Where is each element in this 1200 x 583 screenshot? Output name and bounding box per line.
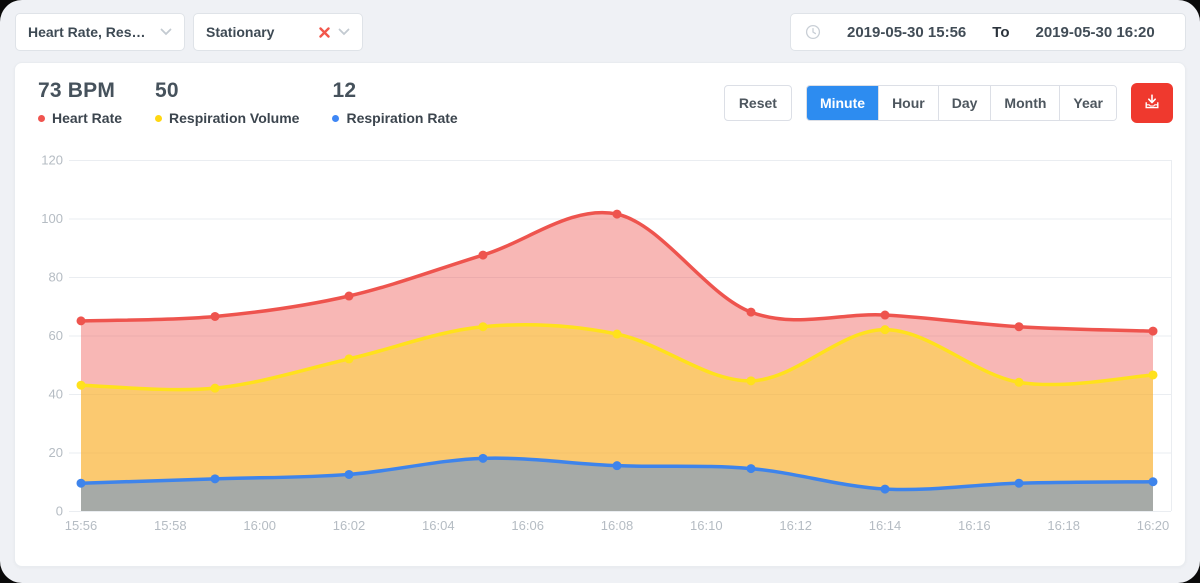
- respiration-rate-label: Respiration Rate: [346, 110, 458, 126]
- date-range-to-label: To: [992, 23, 1010, 41]
- series-respiration-volume: [79, 323, 1155, 511]
- download-icon: [1143, 93, 1161, 114]
- stats-legend: 73 BPM Heart Rate 50 Respiration Volume …: [38, 79, 458, 126]
- svg-text:80: 80: [49, 270, 63, 285]
- granularity-day-button[interactable]: Day: [937, 86, 991, 120]
- heart-rate-legend-dot-icon: [38, 114, 45, 122]
- gridlines: [69, 160, 1172, 512]
- activity-select-value: Stationary: [206, 24, 275, 40]
- x-axis-labels: 15:56 15:58 16:00 16:02 16:04 16:06 16:08 16:10…: [65, 518, 1170, 533]
- svg-text:60: 60: [49, 328, 63, 343]
- svg-text:16:16: 16:16: [958, 518, 991, 533]
- stat-heart-rate: 73 BPM Heart Rate: [38, 79, 122, 126]
- svg-text:15:58: 15:58: [154, 518, 187, 533]
- stat-respiration-volume: 50 Respiration Volume: [155, 79, 299, 126]
- svg-text:16:00: 16:00: [243, 518, 276, 533]
- svg-text:120: 120: [41, 153, 63, 168]
- svg-text:16:14: 16:14: [869, 518, 902, 533]
- activity-select[interactable]: Stationary: [193, 13, 363, 51]
- metric-select-value: Heart Rate, Respir…: [28, 24, 152, 40]
- svg-text:16:08: 16:08: [601, 518, 634, 533]
- chart-toolbar: Reset Minute Hour Day Month Year: [723, 83, 1173, 123]
- date-range-picker[interactable]: 2019-05-30 15:56 To 2019-05-30 16:20: [790, 13, 1186, 51]
- granularity-minute-button[interactable]: Minute: [806, 86, 879, 120]
- y-axis-labels: 0 20 40 60 80 100 120: [41, 153, 63, 519]
- metric-select[interactable]: Heart Rate, Respir…: [15, 13, 185, 51]
- clock-icon: [805, 24, 821, 40]
- chevron-down-icon: [160, 28, 172, 36]
- granularity-hour-button[interactable]: Hour: [878, 86, 938, 120]
- svg-text:100: 100: [41, 211, 63, 226]
- chevron-down-icon: [338, 28, 350, 36]
- start-date[interactable]: 2019-05-30 15:56: [847, 23, 967, 41]
- chart[interactable]: 0 20 40 60 80 100 120 15:56 15:58 16:00 16:02 16:04…: [15, 63, 1185, 543]
- end-date[interactable]: 2019-05-30 16:20: [1035, 23, 1155, 41]
- svg-text:16:20: 16:20: [1137, 518, 1170, 533]
- svg-text:16:12: 16:12: [779, 518, 812, 533]
- svg-text:16:10: 16:10: [690, 518, 723, 533]
- svg-text:16:06: 16:06: [511, 518, 544, 533]
- svg-text:16:04: 16:04: [422, 518, 455, 533]
- clear-icon[interactable]: [319, 26, 330, 38]
- granularity-month-button[interactable]: Month: [990, 86, 1060, 120]
- heart-rate-value: 73 BPM: [38, 79, 116, 102]
- heart-rate-label: Heart Rate: [52, 110, 123, 126]
- respiration-volume-label: Respiration Volume: [169, 110, 300, 126]
- respiration-volume-value: 50: [155, 79, 179, 102]
- stat-respiration-rate: 12 Respiration Rate: [332, 79, 458, 126]
- reset-button[interactable]: Reset: [723, 85, 792, 121]
- respiration-rate-legend-dot-icon: [332, 114, 340, 122]
- svg-text:40: 40: [49, 387, 63, 402]
- svg-text:0: 0: [56, 504, 63, 519]
- respiration-rate-value: 12: [332, 79, 357, 102]
- granularity-year-button[interactable]: Year: [1059, 86, 1116, 120]
- data-point-markers: [76, 209, 1158, 494]
- chart-panel: 73 BPM Heart Rate 50 Respiration Volume …: [14, 62, 1186, 567]
- svg-text:15:56: 15:56: [65, 518, 98, 533]
- svg-text:20: 20: [49, 445, 63, 460]
- svg-text:16:18: 16:18: [1047, 518, 1080, 533]
- export-button[interactable]: [1131, 83, 1173, 123]
- respiration-volume-legend-dot-icon: [155, 114, 163, 122]
- svg-text:16:02: 16:02: [333, 518, 366, 533]
- granularity-button-group: Minute Hour Day Month Year: [805, 85, 1117, 121]
